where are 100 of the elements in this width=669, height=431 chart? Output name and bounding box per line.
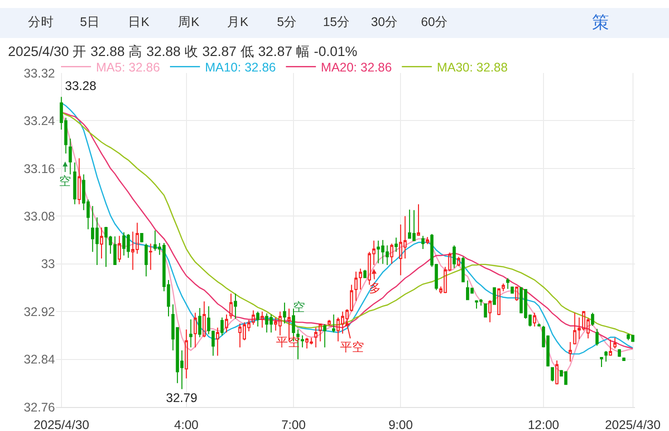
y-tick-label: 33.32: [24, 66, 56, 80]
candlestick: [515, 286, 518, 302]
candlestick: [78, 158, 81, 205]
candlestick: [426, 236, 430, 245]
annotation: 空: [59, 174, 71, 188]
candlestick: [532, 312, 536, 327]
candlestick: [510, 286, 514, 294]
candlestick: [113, 236, 117, 266]
candlestick: [537, 323, 541, 327]
candlestick: [390, 243, 394, 264]
candlestick: [492, 287, 496, 305]
candlestick: [568, 341, 572, 362]
annotation: 33.28: [65, 79, 96, 93]
candlestick: [207, 306, 210, 335]
candlestick: [229, 293, 233, 320]
candlestick: [73, 162, 76, 205]
candlestick: [452, 244, 456, 269]
candlestick: [202, 300, 206, 338]
candlestick: [149, 243, 152, 270]
x-tick-label: 4:00: [174, 418, 199, 431]
annotation: 空: [293, 300, 305, 314]
candlestick: [564, 370, 568, 386]
candlestick: [126, 234, 130, 258]
candlestick: [216, 327, 220, 356]
candlestick: [604, 350, 608, 362]
candlestick: [613, 337, 617, 350]
candlestick: [506, 278, 510, 290]
candlestick: [421, 235, 425, 250]
candlestick: [412, 210, 416, 242]
candlestick: [300, 334, 304, 348]
candlestick: [416, 204, 420, 236]
candlestick: [100, 226, 104, 259]
candlestick: [354, 271, 358, 302]
candlestick: [140, 232, 144, 243]
candlestick: [194, 312, 197, 348]
y-tick-label: 32.92: [24, 304, 56, 319]
x-tick-label: 2025/4/30: [604, 418, 661, 431]
text: 周K: [178, 15, 200, 29]
text: 月K: [227, 15, 249, 29]
candlestick: [488, 300, 492, 323]
x-tick-label: 2025/4/30: [34, 418, 90, 431]
candlestick: [314, 327, 318, 348]
annotation: 32.79: [166, 391, 198, 405]
x-tick-label: 7:00: [281, 418, 306, 431]
candlestick: [212, 330, 215, 356]
legend-label: MA30: 32.88: [436, 60, 508, 74]
candlestick: [189, 318, 192, 348]
text: 30分: [371, 15, 398, 29]
text: 分时: [28, 15, 54, 29]
candlestick: [220, 317, 224, 336]
chart-subtitle: 2025/4/30 开 32.88 高 32.88 收 32.87 低 32.87 幅 -0.01%: [8, 44, 358, 59]
candlestick: [238, 323, 242, 348]
text: 5日: [80, 15, 100, 29]
legend-label: MA20: 32.86: [320, 60, 392, 74]
y-tick-label: 32.84: [24, 352, 56, 367]
candlestick: [550, 367, 554, 382]
x-tick-label: 12:00: [528, 418, 560, 431]
legend-label: MA10: 32.86: [204, 60, 276, 74]
candlestick: [363, 269, 367, 279]
candlestick: [118, 235, 121, 263]
candlestick: [466, 280, 470, 300]
candlestick: [394, 237, 398, 252]
candlestick: [154, 230, 157, 252]
candlestick: [479, 298, 483, 306]
candlestick: [462, 256, 465, 282]
candlestick: [184, 328, 188, 379]
candlestick: [600, 357, 604, 368]
y-tick-label: 33.24: [24, 114, 56, 128]
candlestick: [408, 209, 412, 240]
legend-label: MA5: 32.86: [96, 60, 160, 74]
candlestick: [318, 323, 322, 342]
candlestick: [328, 319, 331, 326]
text: 60分: [421, 15, 448, 29]
candlestick: [608, 339, 612, 356]
candlestick: [484, 303, 488, 318]
candlestick: [618, 348, 621, 358]
candlestick: [310, 337, 313, 345]
x-tick-label: 9:00: [388, 418, 413, 431]
y-tick-label: 33.16: [24, 162, 56, 176]
candlestick: [234, 293, 238, 320]
y-tick-label: 33: [41, 257, 56, 272]
candlestick: [332, 314, 336, 333]
candlestick: [256, 311, 260, 327]
text: 5分: [277, 15, 297, 29]
candlestick: [555, 360, 558, 385]
candlestick: [457, 256, 460, 267]
candlestick: [282, 302, 286, 324]
candlestick: [260, 311, 264, 328]
candlestick: [474, 300, 478, 310]
candlestick: [68, 138, 72, 175]
candlestick: [198, 307, 202, 338]
candlestick: [595, 328, 599, 346]
text: 日K: [128, 15, 150, 29]
candlestick: [591, 312, 594, 326]
candlestick: [622, 357, 626, 361]
candlestick: [323, 324, 326, 348]
y-tick-label: 32.76: [24, 400, 56, 414]
text: 策: [592, 13, 609, 32]
annotation: 平空: [340, 340, 364, 354]
candlestick: [224, 314, 228, 333]
